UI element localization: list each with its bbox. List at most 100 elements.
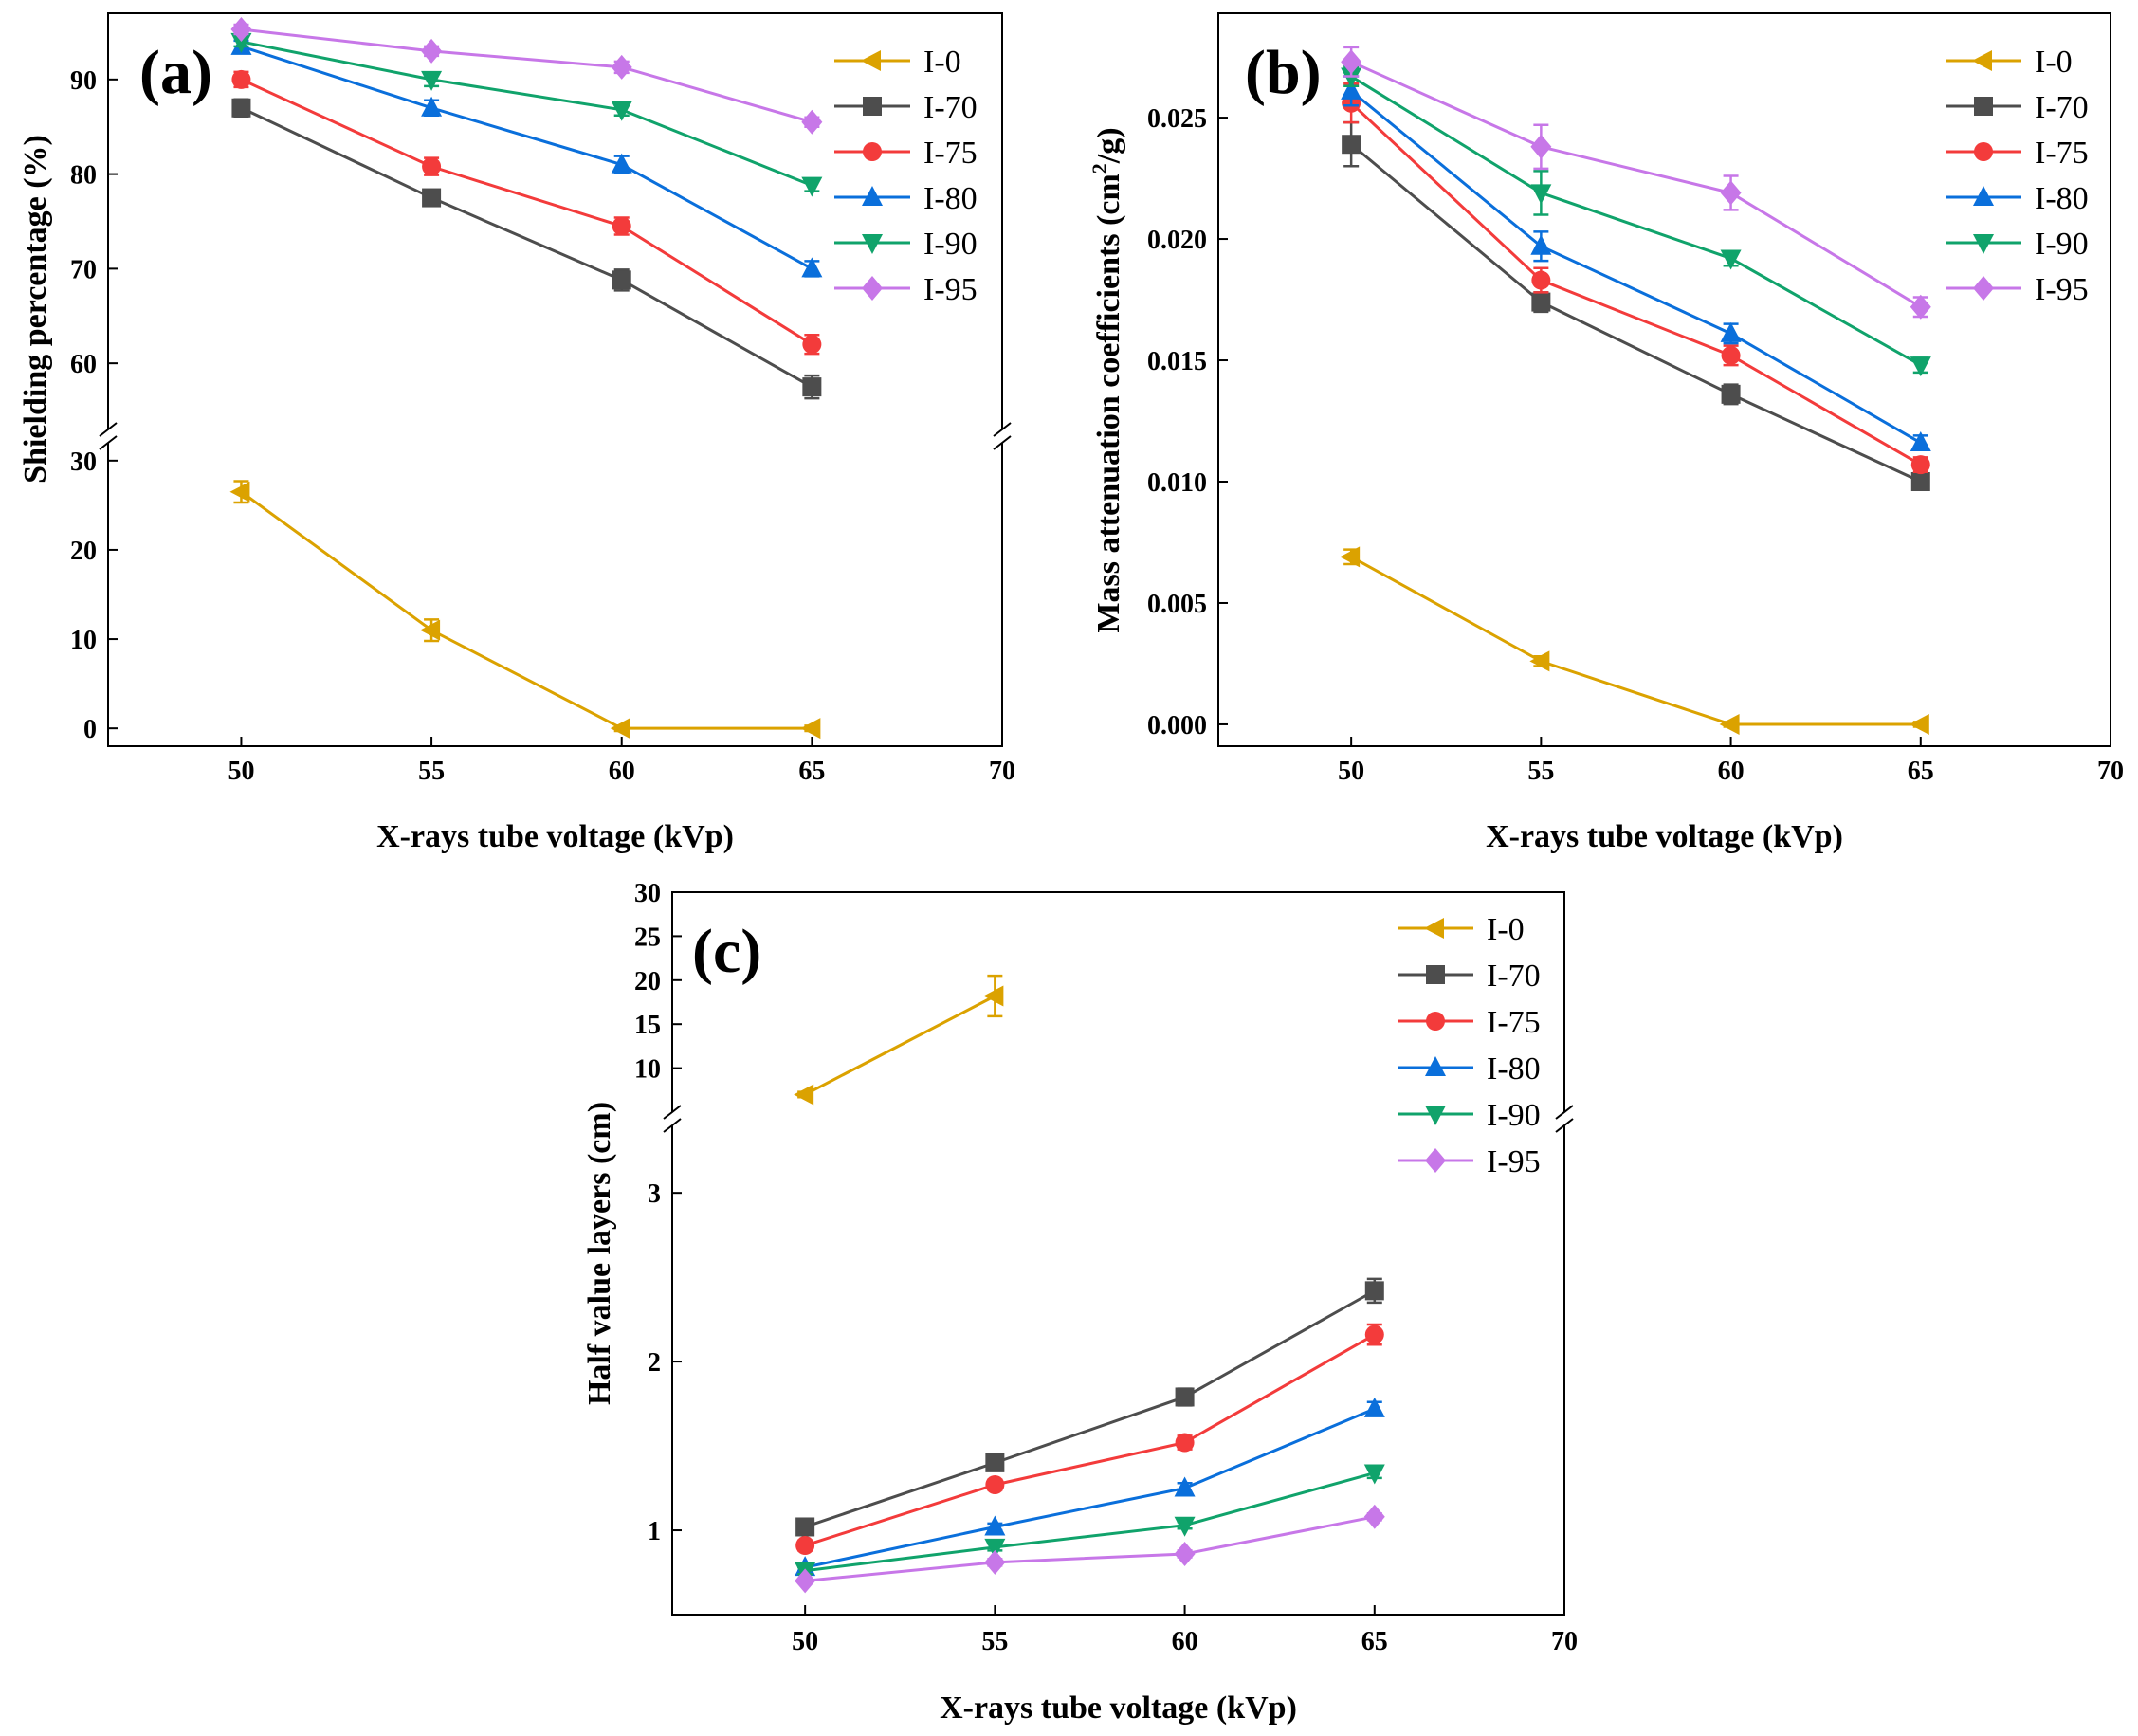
series-i-0	[794, 974, 1004, 1106]
legend-marker	[863, 142, 882, 161]
series-i-80	[1341, 75, 1931, 452]
series-i-75	[795, 1323, 1384, 1556]
data-point	[231, 98, 251, 118]
y-tick-label: 90	[70, 66, 97, 96]
data-point	[800, 718, 821, 740]
y-tick-label: 70	[70, 255, 97, 284]
series-i-75	[1342, 82, 1930, 475]
data-point	[1910, 294, 1931, 320]
legend-label: I-75	[2035, 136, 2089, 171]
x-tick-label: 70	[2097, 757, 2124, 786]
data-point	[230, 16, 252, 42]
y-tick-label: 0.010	[1147, 468, 1207, 498]
plot-frame	[1217, 12, 2111, 747]
series-line	[240, 490, 813, 730]
panel-label: (c)	[692, 917, 761, 986]
data-point	[1174, 1516, 1196, 1537]
legend-label: I-70	[1487, 959, 1541, 994]
y-tick-label: 30	[634, 879, 661, 908]
series-line	[1350, 143, 1922, 484]
series-line	[804, 1471, 1376, 1573]
data-point	[1910, 431, 1931, 452]
data-point	[801, 176, 823, 197]
y-tick-label: 30	[70, 448, 97, 477]
data-point	[1531, 270, 1551, 290]
data-point	[1910, 472, 1930, 492]
data-point	[985, 1453, 1005, 1472]
data-point	[1720, 321, 1742, 342]
y-tick-label: 20	[70, 537, 97, 566]
series-line	[804, 1407, 1376, 1569]
plot-frame-upper	[671, 891, 1565, 1112]
legend-marker	[862, 186, 883, 206]
series-line	[1350, 89, 1922, 445]
x-tick-label: 65	[1361, 1627, 1388, 1656]
legend-label: I-95	[1487, 1144, 1541, 1179]
plot-frame-upper	[107, 12, 1003, 429]
legend-label: I-80	[1487, 1051, 1541, 1087]
x-tick-label: 70	[989, 757, 1015, 786]
axis-break-mark	[993, 435, 1012, 450]
series-i-80	[230, 34, 823, 278]
legend-marker	[1426, 965, 1445, 984]
series-line	[1350, 556, 1921, 726]
data-point	[1174, 1476, 1196, 1497]
series-line	[240, 78, 813, 346]
data-point	[231, 69, 251, 89]
x-tick-label: 50	[228, 757, 254, 786]
data-point	[229, 481, 250, 503]
x-tick-label: 60	[1172, 1627, 1198, 1656]
data-point	[1720, 180, 1742, 206]
data-point	[421, 96, 443, 117]
data-point	[1174, 1541, 1196, 1566]
series-i-95	[795, 1504, 1385, 1594]
axis-break-mark	[663, 1118, 682, 1133]
axis-break-mark	[993, 422, 1012, 437]
legend-marker	[863, 97, 882, 116]
legend-label: I-90	[1487, 1098, 1541, 1133]
legend-marker	[1425, 1056, 1446, 1076]
x-tick-label: 55	[981, 1627, 1008, 1656]
y-tick-label: 1	[648, 1517, 661, 1546]
legend-marker	[862, 234, 883, 254]
data-point	[1363, 1397, 1385, 1417]
series-line	[805, 1515, 1376, 1582]
data-point	[610, 718, 630, 740]
data-point	[1363, 1464, 1385, 1485]
series-i-70	[231, 98, 822, 400]
series-line	[241, 40, 813, 187]
y-tick-label: 0.025	[1147, 104, 1207, 134]
data-point	[801, 257, 823, 278]
series-i-70	[795, 1277, 1384, 1537]
y-tick-label: 80	[70, 161, 97, 191]
data-point	[801, 109, 823, 135]
axis-break-mark	[663, 1105, 682, 1120]
x-tick-label: 60	[1718, 757, 1745, 786]
data-point	[612, 216, 631, 236]
x-axis-label: X-rays tube voltage (kVp)	[1486, 819, 1843, 854]
series-line	[241, 27, 813, 124]
series-line	[1350, 101, 1922, 466]
x-tick-label: 50	[792, 1627, 818, 1656]
axis-break-mark	[99, 422, 118, 437]
legend-label: I-75	[1487, 1005, 1541, 1040]
data-point	[1531, 292, 1551, 312]
legend-label: I-0	[923, 45, 961, 80]
panel-label: (b)	[1245, 38, 1322, 107]
data-point	[612, 270, 631, 290]
y-axis-label: Mass attenuation coefficients (cm2/g)	[1087, 127, 1126, 632]
panel-label: (a)	[139, 38, 212, 107]
axis-break-mark	[1555, 1105, 1574, 1120]
legend-marker	[1973, 234, 1994, 254]
legend-marker	[1973, 186, 1994, 206]
legend-label: I-0	[1487, 912, 1525, 947]
data-point	[1721, 384, 1741, 404]
data-point	[1910, 455, 1930, 475]
legend-marker	[1973, 276, 1994, 301]
y-tick-label: 60	[70, 350, 97, 379]
y-tick-label: 0.005	[1147, 590, 1207, 619]
data-point	[1175, 1433, 1195, 1453]
data-point	[1719, 713, 1740, 735]
series-line	[240, 45, 813, 270]
axis-break-mark	[99, 435, 118, 450]
